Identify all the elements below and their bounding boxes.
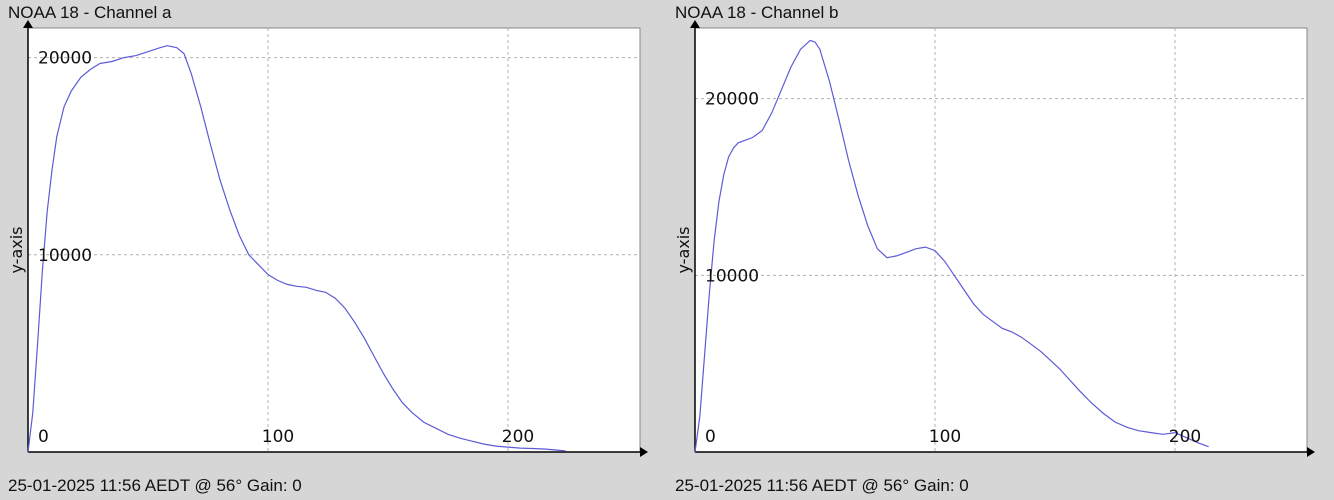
y-tick-label: 10000 [705, 266, 759, 286]
chart-panel-a: NOAA 18 - Channel a 0 100 200 10000 20000 y-a… [0, 0, 660, 500]
chart-panel-b: NOAA 18 - Channel b 0 100 200 10000 20000 y-a… [667, 0, 1327, 500]
panel-footer-b: 25-01-2025 11:56 AEDT @ 56° Gain: 0 [675, 476, 969, 495]
series-line [694, 39, 1209, 453]
chart-b: 0 100 200 10000 20000 y-axis [674, 20, 1315, 457]
x-axis-arrow [640, 447, 648, 457]
y-tick-label: 20000 [38, 49, 92, 69]
x-tick-label: 0 [38, 427, 49, 447]
x-tick-label: 100 [262, 427, 294, 447]
panel-title-b: NOAA 18 - Channel b [675, 3, 839, 22]
panel-footer-a: 25-01-2025 11:56 AEDT @ 56° Gain: 0 [8, 476, 302, 495]
series-line [27, 45, 566, 453]
panel-title-a: NOAA 18 - Channel a [8, 3, 172, 22]
x-axis-arrow [1307, 447, 1315, 457]
y-axis-label: y-axis [7, 226, 26, 273]
y-axis-label: y-axis [674, 226, 693, 273]
chart-a: 0 100 200 10000 20000 y-axis [7, 20, 648, 457]
x-tick-label: 0 [705, 427, 716, 447]
x-tick-label: 200 [1169, 427, 1201, 447]
y-axis-arrow [690, 20, 700, 28]
plot-area [694, 27, 1308, 453]
plot-area [27, 27, 641, 453]
x-tick-label: 100 [929, 427, 961, 447]
x-tick-label: 200 [502, 427, 534, 447]
y-tick-label: 20000 [705, 90, 759, 110]
y-axis-arrow [23, 20, 33, 28]
y-tick-label: 10000 [38, 246, 92, 266]
